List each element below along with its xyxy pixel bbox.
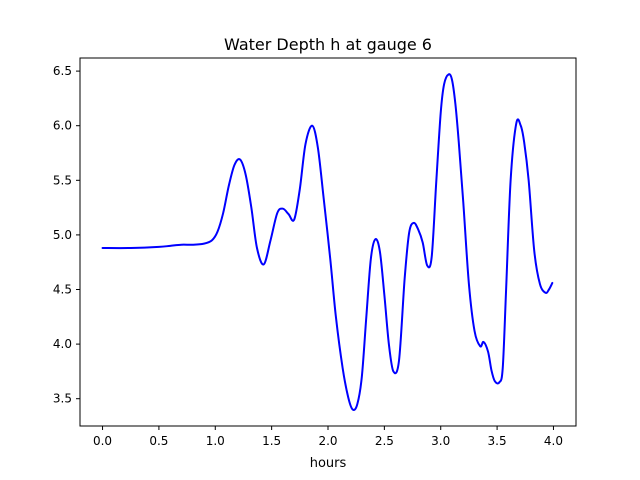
x-axis-label: hours bbox=[310, 456, 347, 471]
y-tick-label: 6.0 bbox=[53, 119, 72, 133]
x-tick-label: 2.5 bbox=[375, 434, 394, 448]
y-tick-label: 4.0 bbox=[53, 337, 72, 351]
x-tick-label: 1.0 bbox=[206, 434, 225, 448]
y-tick-label: 5.0 bbox=[53, 228, 72, 242]
x-axis: 0.0 0.5 1.0 1.5 2.0 2.5 3.0 3.5 4.0 bbox=[93, 426, 563, 448]
axes-frame bbox=[79, 57, 577, 427]
x-tick-label: 3.5 bbox=[488, 434, 507, 448]
y-tick-label: 5.5 bbox=[53, 173, 72, 187]
x-tick-label: 0.5 bbox=[149, 434, 168, 448]
y-tick-label: 6.5 bbox=[53, 64, 72, 78]
x-tick-label: 1.5 bbox=[262, 434, 281, 448]
x-tick-label: 3.0 bbox=[431, 434, 450, 448]
chart-title: Water Depth h at gauge 6 bbox=[224, 35, 432, 54]
y-axis: 3.5 4.0 4.5 5.0 5.5 6.0 6.5 bbox=[53, 64, 80, 406]
x-tick-label: 4.0 bbox=[544, 434, 563, 448]
y-tick-label: 3.5 bbox=[53, 392, 72, 406]
series-line bbox=[101, 73, 554, 411]
plot-area bbox=[101, 73, 554, 411]
y-tick-label: 4.5 bbox=[53, 283, 72, 297]
x-tick-label: 0.0 bbox=[93, 434, 112, 448]
x-tick-label: 2.0 bbox=[318, 434, 337, 448]
